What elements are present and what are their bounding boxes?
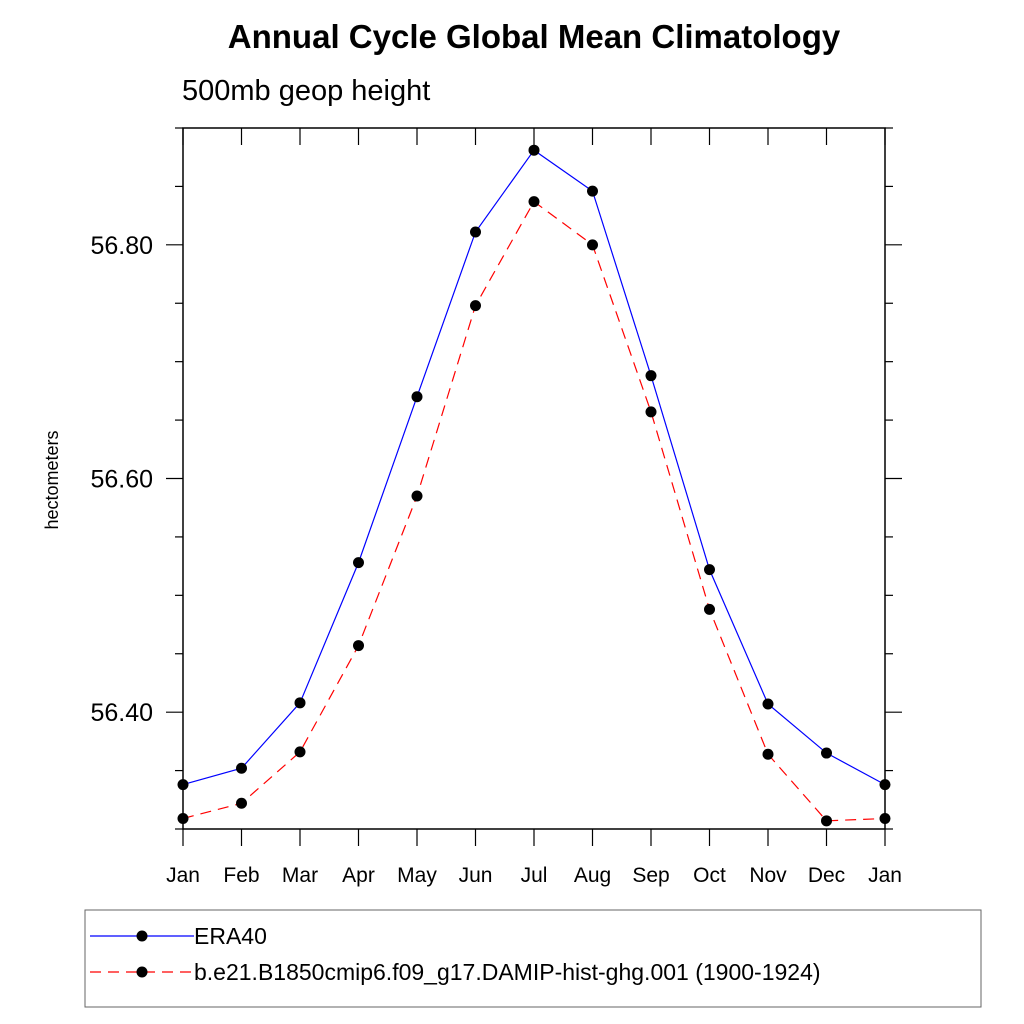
plot-border xyxy=(182,127,886,830)
series-line-1 xyxy=(182,149,886,786)
legend-marker-1 xyxy=(136,930,148,942)
data-point-series-2 xyxy=(411,490,423,502)
x-tick-label: May xyxy=(397,864,437,887)
data-point-series-2 xyxy=(353,640,364,652)
plot-frame xyxy=(182,127,886,830)
x-tick-label: Nov xyxy=(749,864,787,887)
legend: ERA40 b.e21.B1850cmip6.f09_g17.DAMIP-hist… xyxy=(84,909,982,1008)
x-tick-label: Mar xyxy=(282,864,318,887)
chart-title: Annual Cycle Global Mean Climatology xyxy=(228,18,841,55)
series-line-2 xyxy=(182,200,886,822)
y-tick-label: 56.60 xyxy=(90,466,153,494)
x-tick-label: Oct xyxy=(693,864,726,887)
x-tick-label: Jul xyxy=(521,864,548,887)
data-point-series-2 xyxy=(645,406,657,418)
data-point-series-2 xyxy=(470,300,481,312)
chart-subtitle: 500mb geop height xyxy=(182,75,430,107)
x-tick-label: Apr xyxy=(342,864,375,887)
data-point-series-2 xyxy=(762,748,774,760)
data-point-series-1 xyxy=(411,391,423,403)
x-tick-label: Sep xyxy=(632,864,669,887)
data-point-series-2 xyxy=(704,603,715,615)
x-tick-label: Aug xyxy=(574,864,611,887)
data-point-series-2 xyxy=(587,239,598,251)
legend-label-2: b.e21.B1850cmip6.f09_g17.DAMIP-hist-ghg.… xyxy=(194,959,821,985)
data-point-series-1 xyxy=(587,185,598,197)
data-point-series-2 xyxy=(879,812,891,824)
data-point-series-2 xyxy=(821,815,832,827)
data-point-series-1 xyxy=(704,564,715,576)
legend-box xyxy=(84,909,982,1008)
x-tick-label: Feb xyxy=(223,864,259,887)
series-layer xyxy=(177,144,891,827)
y-tick-label: 56.80 xyxy=(90,232,153,260)
x-tick-label: Jan xyxy=(868,864,902,887)
legend-marker-2 xyxy=(136,966,148,978)
y-axis-title: hectometers xyxy=(42,430,62,529)
data-point-series-1 xyxy=(353,557,364,569)
data-point-series-2 xyxy=(177,812,189,824)
data-point-series-2 xyxy=(528,196,540,208)
y-axis-ticks: 56.40 56.60 56.80 xyxy=(90,127,902,830)
data-point-series-2 xyxy=(236,797,247,809)
data-point-series-1 xyxy=(879,779,891,791)
x-tick-label: Jun xyxy=(459,864,493,887)
data-point-series-1 xyxy=(236,762,247,774)
data-point-series-1 xyxy=(177,779,189,791)
x-tick-label: Dec xyxy=(808,864,845,887)
data-point-series-1 xyxy=(528,144,540,156)
data-point-series-1 xyxy=(470,226,481,238)
x-tick-label: Jan xyxy=(166,864,200,887)
x-axis-ticks: Jan Feb Mar Apr May Jun Jul Aug Sep Oct Nov Dec Jan xyxy=(166,128,902,887)
legend-label-1: ERA40 xyxy=(194,923,267,949)
y-tick-label: 56.40 xyxy=(90,699,153,727)
data-point-series-1 xyxy=(294,697,306,709)
data-point-series-1 xyxy=(821,747,832,759)
data-point-series-1 xyxy=(645,370,657,382)
data-point-series-1 xyxy=(762,698,774,710)
data-point-series-2 xyxy=(294,746,306,758)
